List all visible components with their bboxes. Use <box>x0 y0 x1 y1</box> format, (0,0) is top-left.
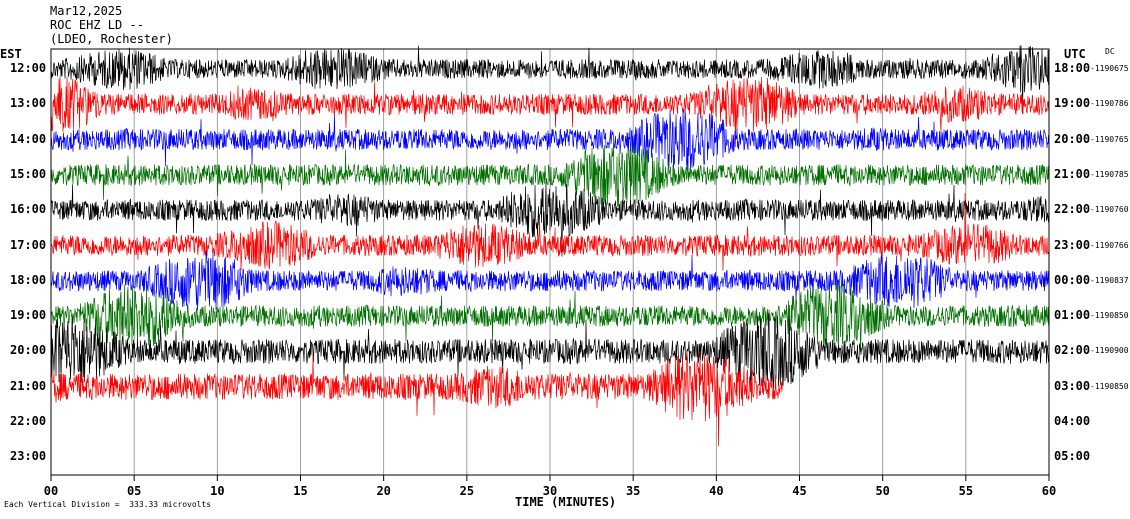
x-tick-label: 00 <box>44 484 58 498</box>
row-label-utc: 21:00 <box>1054 166 1091 181</box>
trace-row <box>50 76 1050 147</box>
row-label-utc: 00:00 <box>1054 272 1091 287</box>
right-timezone-label: UTC <box>1064 47 1086 61</box>
x-tick-label: 25 <box>460 484 474 498</box>
row-label-est: 23:00 <box>10 449 47 464</box>
x-tick-label: 35 <box>626 484 640 498</box>
row-label-utc: 04:00 <box>1054 414 1091 428</box>
row-dc-offset: -1190675 <box>1090 64 1129 73</box>
x-tick-label: 10 <box>210 484 224 498</box>
trace-row <box>50 312 1050 390</box>
x-tick-label: 30 <box>543 484 557 498</box>
x-tick-label: 50 <box>875 484 889 498</box>
x-axis-title: TIME (MINUTES) <box>515 495 617 509</box>
seismic-traces <box>50 45 1050 447</box>
row-label-utc: 03:00 <box>1054 378 1091 393</box>
trace-row <box>50 142 1050 208</box>
row-dc-offset: -1190900 <box>1090 346 1129 356</box>
row-label-est: 14:00 <box>10 131 47 146</box>
x-tick-label: 40 <box>709 484 723 498</box>
x-tick-label: 05 <box>127 484 141 498</box>
trace-row <box>50 181 1050 257</box>
row-label-est: 22:00 <box>10 414 47 428</box>
row-label-est: 21:00 <box>10 378 47 393</box>
footer-scale-note: Each Vertical Division = 333.33 microvol… <box>4 500 212 509</box>
trace-row <box>50 109 1050 171</box>
x-tick-label: 55 <box>959 484 973 498</box>
x-tick-label: 20 <box>376 484 390 498</box>
trace-row <box>50 250 1050 311</box>
row-dc-offset: -1190786 <box>1090 99 1129 109</box>
row-label-est: 13:00 <box>10 96 47 111</box>
row-dc-offset: -1190785 <box>1090 169 1129 179</box>
date-label: Mar12,2025 <box>50 4 123 18</box>
row-label-est: 17:00 <box>10 237 47 252</box>
row-dc-offset: -1190850 <box>1090 381 1129 391</box>
trace-row <box>50 282 1050 358</box>
row-label-utc: 02:00 <box>1054 343 1091 358</box>
row-label-est: 15:00 <box>10 166 47 181</box>
left-timezone-label: EST <box>0 47 22 61</box>
row-label-est: 12:00 <box>10 61 47 75</box>
network-label: (LDEO, Rochester) <box>50 32 173 46</box>
row-dc-offset: -1190766 <box>1090 240 1129 250</box>
row-label-utc: 05:00 <box>1054 449 1091 464</box>
row-dc-offset: -1190850 <box>1090 311 1129 321</box>
trace-row <box>50 193 1050 271</box>
row-dc-offset: -1190837 <box>1090 275 1129 285</box>
row-label-est: 18:00 <box>10 272 47 287</box>
x-tick-label: 15 <box>293 484 307 498</box>
station-label: ROC EHZ LD -- <box>50 18 144 32</box>
row-label-utc: 23:00 <box>1054 237 1091 252</box>
row-label-utc: 19:00 <box>1054 96 1091 111</box>
dc-label: DC <box>1105 47 1115 56</box>
row-label-utc: 20:00 <box>1054 131 1091 146</box>
row-label-est: 20:00 <box>10 343 47 358</box>
row-label-est: 19:00 <box>10 308 47 323</box>
trace-row <box>50 45 1050 114</box>
plot-axes: 00 05 10 15 20 25 30 35 40 45 50 55 60 <box>44 48 1056 498</box>
row-dc-offset: -1190760 <box>1090 205 1129 215</box>
x-tick-label: 60 <box>1042 484 1056 498</box>
row-label-utc: 18:00 <box>1054 61 1091 75</box>
trace-row <box>50 351 783 447</box>
row-label-est: 16:00 <box>10 202 47 217</box>
row-dc-offset: -1190765 <box>1090 134 1129 144</box>
row-label-utc: 22:00 <box>1054 202 1091 217</box>
row-label-utc: 01:00 <box>1054 308 1091 323</box>
x-tick-label: 45 <box>792 484 806 498</box>
